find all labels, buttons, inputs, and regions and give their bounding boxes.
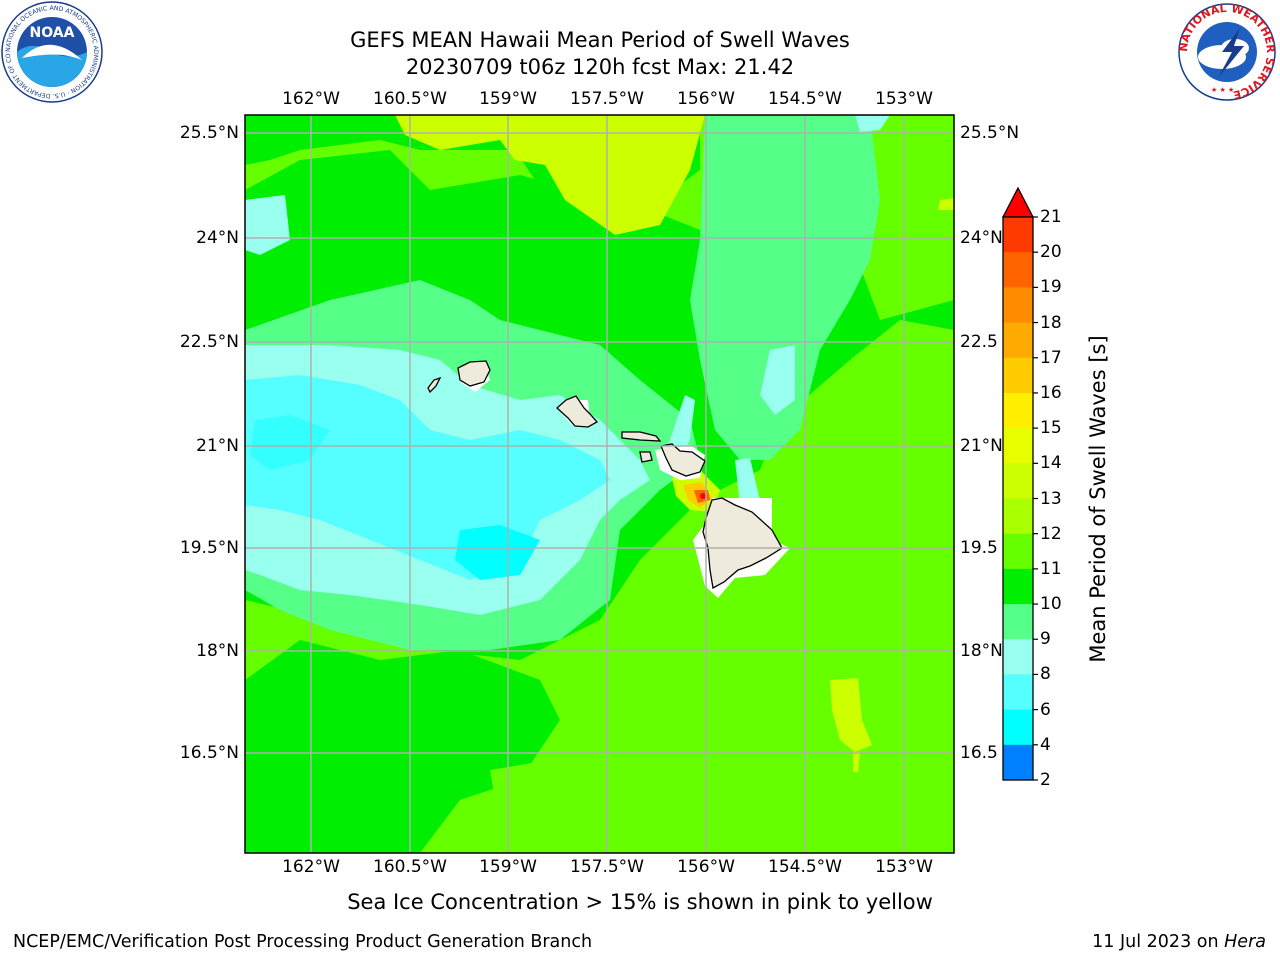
colorbar-band [1003,744,1033,781]
lat-label-right: 24°N [960,228,1003,248]
island-lanai [639,451,653,463]
colorbar-band [1003,217,1033,253]
colorbar-tick-label: 6 [1040,699,1051,720]
colorbar-band [1003,568,1033,605]
lat-label-right: 19.5 [960,538,998,558]
colorbar-tick-label: 16 [1040,382,1062,403]
lon-label-bottom: 156°W [677,857,735,877]
colorbar-tick-label: 15 [1040,418,1062,439]
colorbar-tick-label: 12 [1040,523,1062,544]
colorbar-tick-label: 9 [1040,629,1051,650]
colorbar-tick-label: 13 [1040,488,1062,509]
lon-label-bottom: 160.5°W [373,857,447,877]
colorbar-tick-label: 20 [1040,242,1062,263]
colorbar-band [1003,709,1033,746]
lat-label-left: 25.5°N [179,123,239,143]
island-outlines [427,360,783,590]
chart-subtitle: 20230709 t06z 120h fcst Max: 21.42 [405,55,795,79]
lon-label-top: 160.5°W [373,89,447,109]
lat-label-left: 24°N [196,228,239,248]
footer-date: 11 Jul 2023 on Hera [1092,932,1266,952]
svg-text:★ ★ ★: ★ ★ ★ [1211,86,1234,94]
colorbar-band [1003,674,1033,711]
lat-label-right: 16.5 [960,743,998,763]
island-maui [660,443,706,477]
lon-label-top: 159°W [479,89,537,109]
lat-label-right: 21°N [960,436,1003,456]
swell-period-field [245,115,954,853]
colorbar-band [1003,322,1033,359]
noaa-logo: NATIONAL OCEANIC AND ATMOSPHERIC ADMINIS… [0,0,103,103]
colorbar-band [1003,533,1033,570]
colorbar-band [1003,287,1033,324]
lon-label-top: 154.5°W [768,89,842,109]
colorbar-tick-label: 14 [1040,453,1062,474]
island-kauai [457,360,491,387]
lon-label-top: 156°W [677,89,735,109]
colorbar-band [1003,252,1033,288]
colorbar [1001,186,1038,781]
colorbar-band [1003,428,1033,464]
island-oahu [556,395,599,428]
lon-label-bottom: 153°W [875,857,933,877]
noaa-text: NOAA [30,25,75,41]
colorbar-tick-label: 17 [1040,347,1062,368]
lon-label-top: 162°W [282,89,340,109]
island-niihau [427,376,442,394]
colorbar-label: Mean Period of Swell Waves [s] [1086,335,1110,663]
lat-label-right: 25.5°N [960,123,1020,143]
footer-machine: Hera [1224,932,1266,952]
lat-label-left: 21°N [196,436,239,456]
lon-label-top: 157.5°W [570,89,644,109]
lon-label-bottom: 154.5°W [768,857,842,877]
colorbar-band [1003,604,1033,640]
colorbar-band [1003,392,1033,429]
sea-ice-note: Sea Ice Concentration > 15% is shown in … [347,890,933,914]
colorbar-band [1003,463,1033,499]
footer-branch: NCEP/EMC/Verification Post Processing Pr… [13,932,593,952]
lat-label-left: 16.5°N [179,743,239,763]
lat-label-left: 19.5°N [179,538,239,558]
colorbar-band [1003,498,1033,535]
colorbar-tick-label: 19 [1040,277,1062,298]
footer-date-text: 11 Jul 2023 on [1092,932,1219,952]
colorbar-tick-label: 18 [1040,312,1062,333]
colorbar-tick-label: 11 [1040,558,1062,579]
colorbar-tick-label: 21 [1040,207,1062,227]
lat-label-left: 18°N [196,641,239,661]
colorbar-extend-arrow [1001,186,1035,218]
lon-label-top: 153°W [875,89,933,109]
colorbar-tick-label: 4 [1040,734,1051,755]
lon-label-bottom: 159°W [479,857,537,877]
lon-label-bottom: 162°W [282,857,340,877]
lat-label-right: 22.5 [960,332,998,352]
map-gridlines [245,115,954,853]
island-molokai [621,431,662,442]
colorbar-tick-label: 10 [1040,594,1062,615]
lat-label-left: 22.5°N [179,332,239,352]
map-frame [244,114,955,854]
colorbar-band [1003,639,1033,675]
nws-logo: NATIONAL WEATHER SERVICE ★ ★ ★ [1177,2,1277,102]
lon-label-bottom: 157.5°W [570,857,644,877]
chart-title: GEFS MEAN Hawaii Mean Period of Swell Wa… [350,28,850,52]
colorbar-tick-label: 2 [1040,770,1051,790]
colorbar-band [1003,357,1033,394]
colorbar-tick-label: 8 [1040,664,1051,685]
lat-label-right: 18°N [960,641,1003,661]
